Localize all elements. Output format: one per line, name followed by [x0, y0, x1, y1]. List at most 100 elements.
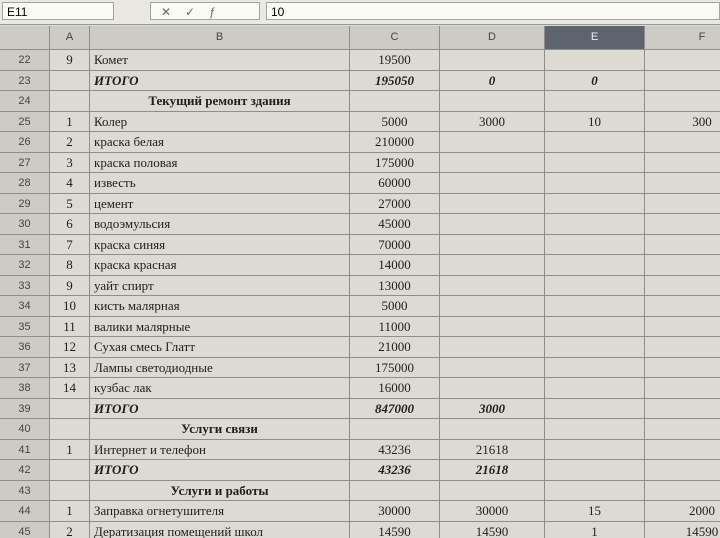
cell[interactable]: 5 [50, 193, 90, 214]
cell[interactable] [545, 419, 645, 440]
row-header[interactable]: 42 [0, 460, 50, 481]
cell[interactable] [545, 275, 645, 296]
cell[interactable] [645, 255, 720, 276]
cell[interactable] [440, 316, 545, 337]
cell[interactable]: 70000 [350, 234, 440, 255]
cell[interactable]: краска красная [90, 255, 350, 276]
cell[interactable] [50, 91, 90, 112]
row-header[interactable]: 34 [0, 296, 50, 317]
cell[interactable]: 195050 [350, 70, 440, 91]
cell[interactable] [545, 132, 645, 153]
cell[interactable]: 175000 [350, 357, 440, 378]
cell[interactable] [645, 337, 720, 358]
cell[interactable]: 21618 [440, 460, 545, 481]
cell[interactable]: 14000 [350, 255, 440, 276]
cell[interactable] [545, 50, 645, 71]
cell[interactable]: 8 [50, 255, 90, 276]
cell[interactable]: 2000 [645, 501, 720, 522]
row-header[interactable]: 25 [0, 111, 50, 132]
cell[interactable] [440, 91, 545, 112]
formula-buttons[interactable]: ✕✓ƒ [150, 2, 260, 20]
cell[interactable] [545, 316, 645, 337]
cell[interactable]: Дератизация помещений школ [90, 521, 350, 538]
cell[interactable]: 0 [545, 70, 645, 91]
row-header[interactable]: 36 [0, 337, 50, 358]
row-header[interactable]: 40 [0, 419, 50, 440]
row-header[interactable]: 41 [0, 439, 50, 460]
cell[interactable]: 5000 [350, 111, 440, 132]
cell[interactable]: 13000 [350, 275, 440, 296]
cell[interactable] [645, 71, 720, 91]
cell[interactable] [440, 132, 545, 153]
cell[interactable]: 3000 [440, 398, 545, 419]
cell[interactable]: 5000 [350, 296, 440, 317]
cell[interactable]: Колер [90, 111, 350, 132]
cell[interactable]: Интернет и телефон [90, 439, 350, 460]
cell[interactable] [50, 398, 90, 419]
cell[interactable] [645, 317, 720, 337]
cell[interactable] [50, 70, 90, 91]
row-header[interactable]: 44 [0, 501, 50, 522]
cell[interactable]: 300 [645, 112, 720, 132]
row-header[interactable]: 30 [0, 214, 50, 235]
cell[interactable] [350, 480, 440, 501]
row-header[interactable]: 28 [0, 173, 50, 194]
cell[interactable] [50, 419, 90, 440]
cell[interactable] [645, 91, 720, 112]
cell[interactable]: Сухая смесь Глатт [90, 337, 350, 358]
cell[interactable]: 0 [440, 70, 545, 91]
cell[interactable]: 30000 [440, 501, 545, 522]
cell[interactable]: 14 [50, 378, 90, 399]
cell[interactable]: 1 [50, 439, 90, 460]
cell[interactable] [440, 296, 545, 317]
cell[interactable]: Комет [90, 50, 350, 71]
cell[interactable] [545, 357, 645, 378]
cell[interactable] [440, 419, 545, 440]
row-header[interactable]: 43 [0, 480, 50, 501]
row-header[interactable]: 33 [0, 275, 50, 296]
cell[interactable]: 13 [50, 357, 90, 378]
cell[interactable] [440, 214, 545, 235]
cell[interactable] [545, 337, 645, 358]
cell[interactable]: 210000 [350, 132, 440, 153]
cell[interactable] [645, 276, 720, 296]
cell[interactable]: Услуги и работы [90, 480, 350, 501]
cell[interactable]: 30000 [350, 501, 440, 522]
row-header[interactable]: 37 [0, 357, 50, 378]
cell[interactable] [440, 337, 545, 358]
cell[interactable]: 2 [50, 521, 90, 538]
row-header[interactable]: 35 [0, 316, 50, 337]
cell[interactable] [440, 50, 545, 71]
cell[interactable] [545, 296, 645, 317]
row-header[interactable]: 31 [0, 234, 50, 255]
row-header[interactable]: 26 [0, 132, 50, 153]
cell[interactable]: валики малярные [90, 316, 350, 337]
cell[interactable] [645, 358, 720, 378]
cell[interactable]: ИТОГО [90, 398, 350, 419]
formula-input[interactable]: 10 [266, 2, 720, 20]
cell[interactable] [545, 214, 645, 235]
cell[interactable]: 1 [545, 521, 645, 538]
cell[interactable]: краска половая [90, 152, 350, 173]
column-header[interactable]: F [645, 26, 720, 50]
cell[interactable] [545, 234, 645, 255]
cell[interactable] [645, 153, 720, 173]
cell[interactable] [645, 50, 720, 71]
cell[interactable] [645, 173, 720, 194]
cell[interactable]: кисть малярная [90, 296, 350, 317]
cell[interactable]: уайт спирт [90, 275, 350, 296]
column-header[interactable]: D [440, 26, 545, 50]
cell[interactable]: 45000 [350, 214, 440, 235]
cell[interactable]: 2 [50, 132, 90, 153]
row-header[interactable]: 29 [0, 193, 50, 214]
cell[interactable] [645, 419, 720, 440]
cell[interactable]: ИТОГО [90, 460, 350, 481]
column-header[interactable]: C [350, 26, 440, 50]
cell[interactable] [645, 460, 720, 481]
cell[interactable]: Текущий ремонт здания [90, 91, 350, 112]
column-header[interactable]: E [545, 26, 645, 50]
column-header[interactable]: A [50, 26, 90, 50]
cell[interactable]: водоэмульсия [90, 214, 350, 235]
row-header[interactable]: 23 [0, 70, 50, 91]
cell[interactable] [440, 152, 545, 173]
